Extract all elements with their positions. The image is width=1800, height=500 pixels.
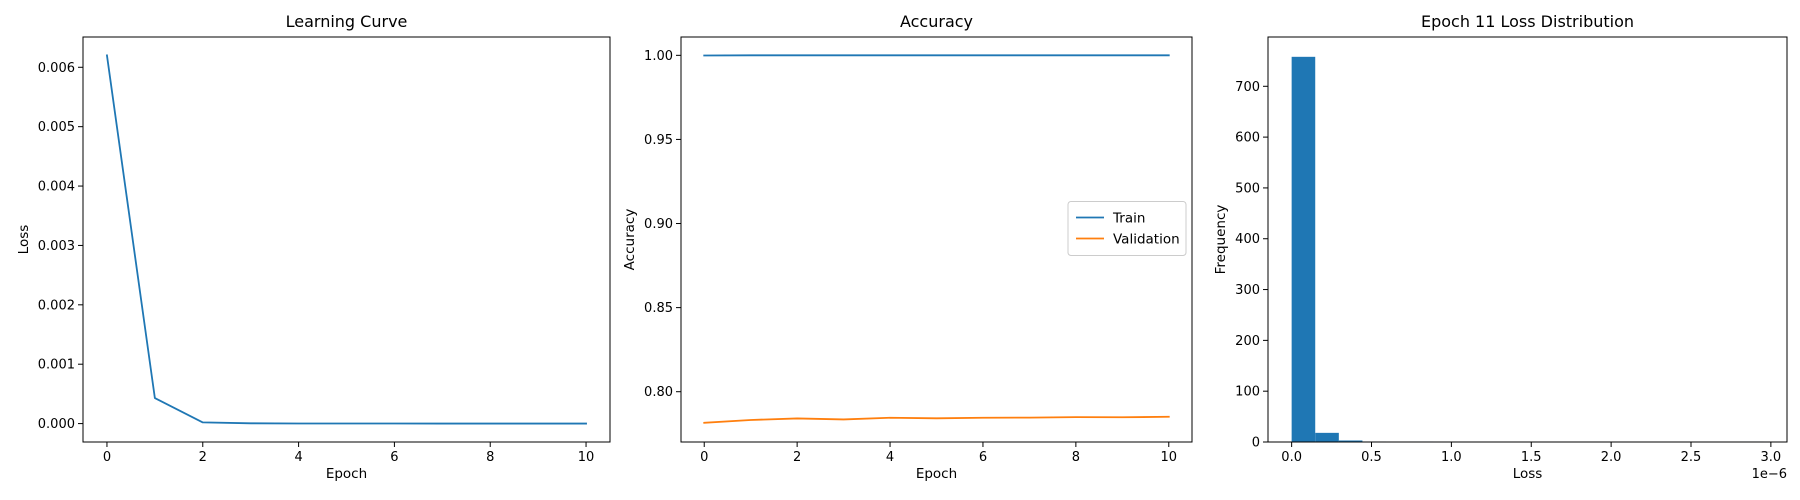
y-tick-label: 600 [1235, 131, 1260, 146]
y-tick-label: 1.00 [644, 49, 673, 64]
accuracy-series-validation-line [703, 415, 1170, 424]
x-offset-label: 1e−6 [1752, 467, 1787, 482]
x-tick-label: 2.0 [1601, 450, 1622, 465]
histogram-bar [1338, 440, 1363, 442]
learning-curve-axes-frame [82, 36, 611, 443]
legend-box [1067, 201, 1187, 256]
x-tick-label: 0 [103, 450, 111, 465]
x-tick-label: 2 [199, 450, 207, 465]
y-tick-label: 0 [1252, 436, 1260, 451]
x-tick-label: 8 [1072, 450, 1080, 465]
accuracy-axes-frame [680, 36, 1193, 443]
y-tick-label: 400 [1235, 232, 1260, 247]
y-tick-label: 300 [1235, 283, 1260, 298]
accuracy-legend: Train Validation [1067, 201, 1187, 256]
accuracy-title: Accuracy [900, 12, 973, 31]
loss-distribution-title: Epoch 11 Loss Distribution [1421, 12, 1634, 31]
loss-distribution-panel: 0.0 0.5 1.0 1.5 2.0 2.5 3.0 0 100 200 300 400 500 600… [1213, 12, 1788, 482]
accuracy-panel: 0 2 4 6 8 10 0.80 0.85 0.90 0.95 1.00 Accuracy Epoch… [622, 12, 1193, 482]
histogram-bar [1291, 56, 1316, 442]
x-tick-label: 4 [886, 450, 894, 465]
x-tick-label: 2.5 [1681, 450, 1702, 465]
x-tick-label: 1.5 [1521, 450, 1542, 465]
accuracy-y-axis-label: Accuracy [622, 209, 638, 271]
x-tick-label: 2 [793, 450, 801, 465]
accuracy-x-axis-label: Epoch [916, 466, 957, 482]
y-tick-label: 0.003 [38, 239, 75, 254]
x-tick-label: 6 [979, 450, 987, 465]
y-tick-label: 0.80 [644, 385, 673, 400]
y-tick-label: 0.001 [38, 358, 75, 373]
histogram-bar [1315, 432, 1339, 442]
y-tick-label: 0.85 [644, 301, 673, 316]
loss-distribution-y-axis-label: Frequency [1213, 205, 1229, 275]
x-tick-label: 8 [486, 450, 494, 465]
x-tick-label: 0.5 [1361, 450, 1382, 465]
x-tick-label: 10 [1160, 450, 1177, 465]
learning-curve-title: Learning Curve [286, 12, 408, 31]
loss-distribution-axes-frame [1267, 36, 1788, 443]
x-tick-label: 0.0 [1281, 450, 1302, 465]
x-tick-label: 6 [390, 450, 398, 465]
y-tick-label: 100 [1235, 385, 1260, 400]
x-tick-label: 3.0 [1761, 450, 1782, 465]
y-tick-label: 0.95 [644, 133, 673, 148]
y-tick-label: 200 [1235, 334, 1260, 349]
y-tick-label: 700 [1235, 80, 1260, 95]
legend-label: Train [1112, 211, 1145, 227]
loss-distribution-x-axis-label: Loss [1513, 466, 1543, 482]
y-tick-label: 0.000 [38, 417, 75, 432]
y-tick-label: 0.006 [38, 61, 75, 76]
x-tick-label: 10 [578, 450, 595, 465]
learning-curve-series-0-line [105, 54, 587, 425]
x-tick-label: 1.0 [1441, 450, 1462, 465]
y-tick-label: 0.004 [38, 180, 75, 195]
y-tick-label: 0.90 [644, 217, 673, 232]
learning-curve-y-axis-label: Loss [16, 225, 32, 255]
y-tick-label: 500 [1235, 181, 1260, 196]
learning-curve-x-axis-label: Epoch [326, 466, 367, 482]
x-tick-label: 4 [294, 450, 302, 465]
legend-label: Validation [1113, 232, 1180, 248]
y-tick-label: 0.005 [38, 120, 75, 135]
learning-curve-panel: 0 2 4 6 8 10 0.000 0.001 0.002 0.003 0.004 0.005 0.0… [16, 12, 611, 482]
y-tick-label: 0.002 [38, 298, 75, 313]
x-tick-label: 0 [700, 450, 708, 465]
